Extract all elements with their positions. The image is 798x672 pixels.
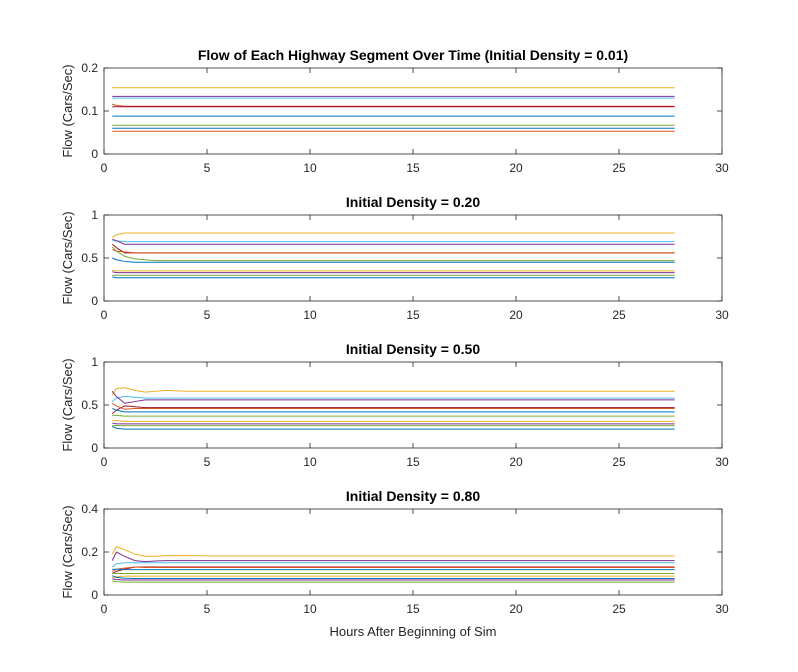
- x-tick-label: 30: [715, 602, 729, 616]
- x-tick-label: 20: [509, 455, 523, 469]
- x-tick-label: 15: [406, 602, 420, 616]
- y-tick-label: 1: [91, 355, 98, 369]
- x-tick-label: 15: [406, 308, 420, 322]
- x-tick-label: 20: [509, 161, 523, 175]
- series-line-8: [112, 269, 675, 272]
- y-tick-label: 0.5: [81, 398, 98, 412]
- series-line-11: [112, 276, 675, 279]
- series-line-5: [112, 248, 675, 254]
- x-tick-label: 15: [406, 161, 420, 175]
- series-line-2: [111, 551, 675, 563]
- series-line-6: [111, 246, 675, 262]
- series-line-3: [111, 562, 675, 568]
- x-tick-label: 0: [101, 161, 108, 175]
- series-line-2: [112, 240, 675, 243]
- subplot-3: 0 5 10 15 20 25 30 0 0.5 1 Initial Density = 0.50 F…: [60, 341, 729, 469]
- series-line-8: [112, 419, 675, 422]
- chart-title: Initial Density = 0.20: [346, 194, 480, 210]
- y-tick-label: 0: [91, 441, 98, 455]
- y-tick-label: 0.2: [81, 545, 98, 559]
- y-tick-label: 0.1: [81, 104, 98, 118]
- plot-area: [104, 68, 722, 154]
- x-tick-label: 30: [715, 308, 729, 322]
- plot-area: [104, 509, 722, 595]
- series-line-9: [112, 422, 675, 425]
- series-line-9: [112, 575, 675, 579]
- x-tick-label: 10: [303, 308, 317, 322]
- x-tick-label: 0: [101, 602, 108, 616]
- series-line-4: [111, 405, 675, 414]
- x-tick-label: 0: [101, 308, 108, 322]
- series-line-3: [112, 238, 675, 245]
- y-tick-label: 0.5: [81, 251, 98, 265]
- y-tick-label: 0: [91, 294, 98, 308]
- x-tick-label: 20: [509, 308, 523, 322]
- x-tick-label: 10: [303, 161, 317, 175]
- x-tick-label: 5: [204, 308, 211, 322]
- y-tick-label: 0: [91, 588, 98, 602]
- y-tick-label: 1: [91, 208, 98, 222]
- y-axis-label: Flow (Cars/Sec): [60, 358, 75, 451]
- series-line-1: [111, 232, 675, 238]
- x-tick-label: 25: [612, 308, 626, 322]
- chart-title: Initial Density = 0.80: [346, 488, 480, 504]
- x-tick-label: 25: [612, 455, 626, 469]
- x-tick-label: 0: [101, 455, 108, 469]
- chart-title: Initial Density = 0.50: [346, 341, 480, 357]
- plot-area: [104, 362, 722, 448]
- y-axis-label: Flow (Cars/Sec): [60, 211, 75, 304]
- x-tick-label: 10: [303, 455, 317, 469]
- x-tick-label: 15: [406, 455, 420, 469]
- series-line-3: [111, 390, 675, 404]
- series-line-10: [112, 578, 675, 581]
- series-line-7: [112, 257, 675, 263]
- y-tick-label: 0.4: [81, 502, 98, 516]
- x-tick-label: 5: [204, 602, 211, 616]
- x-tick-label: 20: [509, 602, 523, 616]
- series-line-9: [112, 271, 675, 274]
- series-line-5: [111, 402, 675, 410]
- series-line-2: [111, 395, 675, 402]
- plot-area: [104, 215, 722, 301]
- subplot-1: 0 5 10 15 20 25 30 0 0.1 0.2 Flow of Each Highway …: [60, 47, 729, 175]
- y-axis-label: Flow (Cars/Sec): [60, 64, 75, 157]
- x-tick-label: 30: [715, 455, 729, 469]
- subplot-4: 0 5 10 15 20 25 30 0 0.2 0.4 Initial Density = 0.8…: [60, 488, 729, 639]
- x-tick-label: 5: [204, 161, 211, 175]
- x-tick-label: 25: [612, 161, 626, 175]
- series-line-1: [111, 546, 675, 557]
- subplot-2: 0 5 10 15 20 25 30 0 0.5 1 Initial Density = 0.20 F…: [60, 194, 729, 322]
- y-tick-label: 0.2: [81, 61, 98, 75]
- chart-title: Flow of Each Highway Segment Over Time (…: [198, 47, 628, 63]
- y-axis-label: Flow (Cars/Sec): [60, 505, 75, 598]
- series-line-6: [112, 407, 675, 413]
- series-line-7: [112, 414, 675, 417]
- series-line-1: [111, 387, 675, 395]
- x-tick-label: 30: [715, 161, 729, 175]
- x-axis-label: Hours After Beginning of Sim: [330, 624, 497, 639]
- series-line-8: [112, 575, 675, 579]
- x-tick-label: 5: [204, 455, 211, 469]
- x-tick-label: 25: [612, 602, 626, 616]
- series-line-11: [112, 580, 675, 583]
- series-line-11: [112, 426, 675, 430]
- y-tick-label: 0: [91, 147, 98, 161]
- x-tick-label: 10: [303, 602, 317, 616]
- series-line-5: [112, 566, 675, 572]
